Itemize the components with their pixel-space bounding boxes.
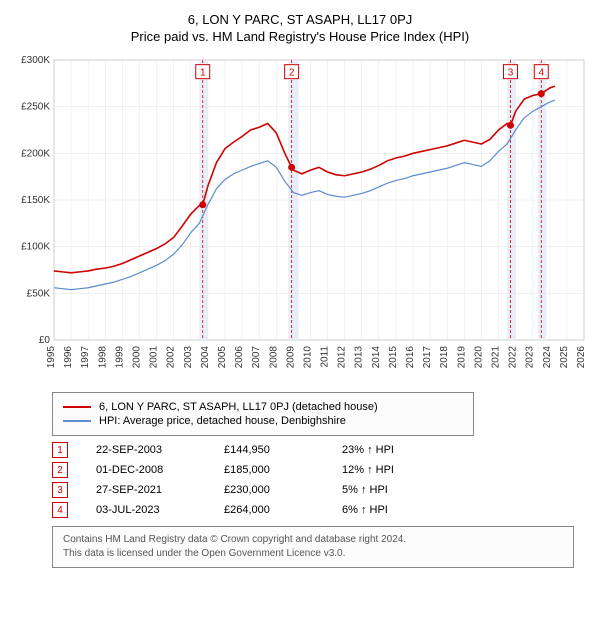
transaction-pct: 12% ↑ HPI <box>342 464 432 476</box>
svg-text:2019: 2019 <box>456 346 467 369</box>
svg-text:2008: 2008 <box>268 346 279 369</box>
svg-text:2016: 2016 <box>405 346 416 369</box>
transaction-pct: 23% ↑ HPI <box>342 444 432 456</box>
transaction-row: 1 22-SEP-2003 £144,950 23% ↑ HPI <box>52 442 590 458</box>
transaction-price: £230,000 <box>224 484 314 496</box>
legend-label: HPI: Average price, detached house, Denb… <box>99 415 346 427</box>
transaction-price: £185,000 <box>224 464 314 476</box>
svg-text:3: 3 <box>508 68 514 79</box>
transaction-marker: 4 <box>52 502 68 518</box>
footer-attribution: Contains HM Land Registry data © Crown c… <box>52 526 574 568</box>
footer-line-1: Contains HM Land Registry data © Crown c… <box>63 533 563 547</box>
svg-text:2001: 2001 <box>149 346 160 369</box>
transaction-marker: 1 <box>52 442 68 458</box>
transaction-row: 2 01-DEC-2008 £185,000 12% ↑ HPI <box>52 462 590 478</box>
svg-text:2000: 2000 <box>131 346 142 369</box>
svg-text:2022: 2022 <box>508 346 519 369</box>
svg-text:£50K: £50K <box>27 288 51 299</box>
transaction-row: 3 27-SEP-2021 £230,000 5% ↑ HPI <box>52 482 590 498</box>
svg-text:1999: 1999 <box>114 346 125 369</box>
svg-text:1: 1 <box>200 68 206 79</box>
transactions-table: 1 22-SEP-2003 £144,950 23% ↑ HPI 2 01-DEC-200… <box>52 442 590 518</box>
legend-box: 6, LON Y PARC, ST ASAPH, LL17 0PJ (detac… <box>52 392 474 436</box>
svg-text:2014: 2014 <box>371 346 382 369</box>
svg-text:£0: £0 <box>39 335 51 346</box>
legend-label: 6, LON Y PARC, ST ASAPH, LL17 0PJ (detac… <box>99 401 378 413</box>
svg-text:2: 2 <box>289 68 295 79</box>
svg-text:£100K: £100K <box>21 242 50 253</box>
svg-text:1997: 1997 <box>80 346 91 369</box>
transaction-pct: 5% ↑ HPI <box>342 484 432 496</box>
svg-text:2011: 2011 <box>320 346 331 368</box>
svg-text:2006: 2006 <box>234 346 245 369</box>
svg-text:2013: 2013 <box>354 346 365 369</box>
svg-text:2017: 2017 <box>422 346 433 369</box>
svg-text:2025: 2025 <box>559 346 570 369</box>
transaction-date: 03-JUL-2023 <box>96 504 196 516</box>
transaction-price: £264,000 <box>224 504 314 516</box>
chart-title-main: 6, LON Y PARC, ST ASAPH, LL17 0PJ <box>10 12 590 27</box>
svg-text:2015: 2015 <box>388 346 399 369</box>
footer-line-2: This data is licensed under the Open Gov… <box>63 547 563 561</box>
svg-text:2021: 2021 <box>491 346 502 369</box>
svg-text:2005: 2005 <box>217 346 228 369</box>
svg-text:1998: 1998 <box>97 346 108 369</box>
legend-item: 6, LON Y PARC, ST ASAPH, LL17 0PJ (detac… <box>63 401 463 413</box>
chart-svg: 1 2 3 4 £0 £50K £100K £150K £200K £250K £300K 1995 1… <box>10 54 590 384</box>
svg-text:2009: 2009 <box>285 346 296 369</box>
svg-text:2010: 2010 <box>302 346 313 369</box>
legend-swatch <box>63 420 91 422</box>
transaction-pct: 6% ↑ HPI <box>342 504 432 516</box>
svg-text:£200K: £200K <box>21 148 50 159</box>
chart-title-sub: Price paid vs. HM Land Registry's House … <box>10 29 590 44</box>
legend-swatch <box>63 406 91 408</box>
chart-container: 1 2 3 4 £0 £50K £100K £150K £200K £250K £300K 1995 1… <box>10 54 590 384</box>
svg-text:1996: 1996 <box>63 346 74 369</box>
transaction-date: 22-SEP-2003 <box>96 444 196 456</box>
svg-text:2007: 2007 <box>251 346 262 369</box>
transaction-row: 4 03-JUL-2023 £264,000 6% ↑ HPI <box>52 502 590 518</box>
svg-text:2004: 2004 <box>200 346 211 369</box>
transaction-marker: 3 <box>52 482 68 498</box>
svg-text:£250K: £250K <box>21 102 50 113</box>
svg-text:2026: 2026 <box>576 346 587 369</box>
svg-text:£300K: £300K <box>21 55 50 66</box>
svg-text:2023: 2023 <box>525 346 536 369</box>
transaction-marker: 2 <box>52 462 68 478</box>
transaction-price: £144,950 <box>224 444 314 456</box>
svg-text:1995: 1995 <box>46 346 57 369</box>
svg-text:2018: 2018 <box>439 346 450 369</box>
svg-text:£150K: £150K <box>21 195 50 206</box>
transaction-date: 01-DEC-2008 <box>96 464 196 476</box>
transaction-date: 27-SEP-2021 <box>96 484 196 496</box>
svg-text:4: 4 <box>538 68 544 79</box>
svg-text:2012: 2012 <box>337 346 348 369</box>
svg-text:2020: 2020 <box>473 346 484 369</box>
svg-text:2003: 2003 <box>183 346 194 369</box>
legend-item: HPI: Average price, detached house, Denb… <box>63 415 463 427</box>
svg-text:2002: 2002 <box>166 346 177 369</box>
svg-text:2024: 2024 <box>542 346 553 369</box>
